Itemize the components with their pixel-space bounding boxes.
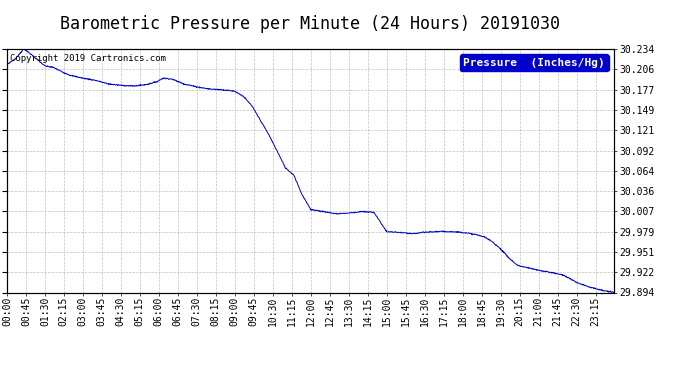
- Text: Barometric Pressure per Minute (24 Hours) 20191030: Barometric Pressure per Minute (24 Hours…: [61, 15, 560, 33]
- Legend: Pressure  (Inches/Hg): Pressure (Inches/Hg): [460, 54, 609, 71]
- Text: Copyright 2019 Cartronics.com: Copyright 2019 Cartronics.com: [10, 54, 166, 63]
